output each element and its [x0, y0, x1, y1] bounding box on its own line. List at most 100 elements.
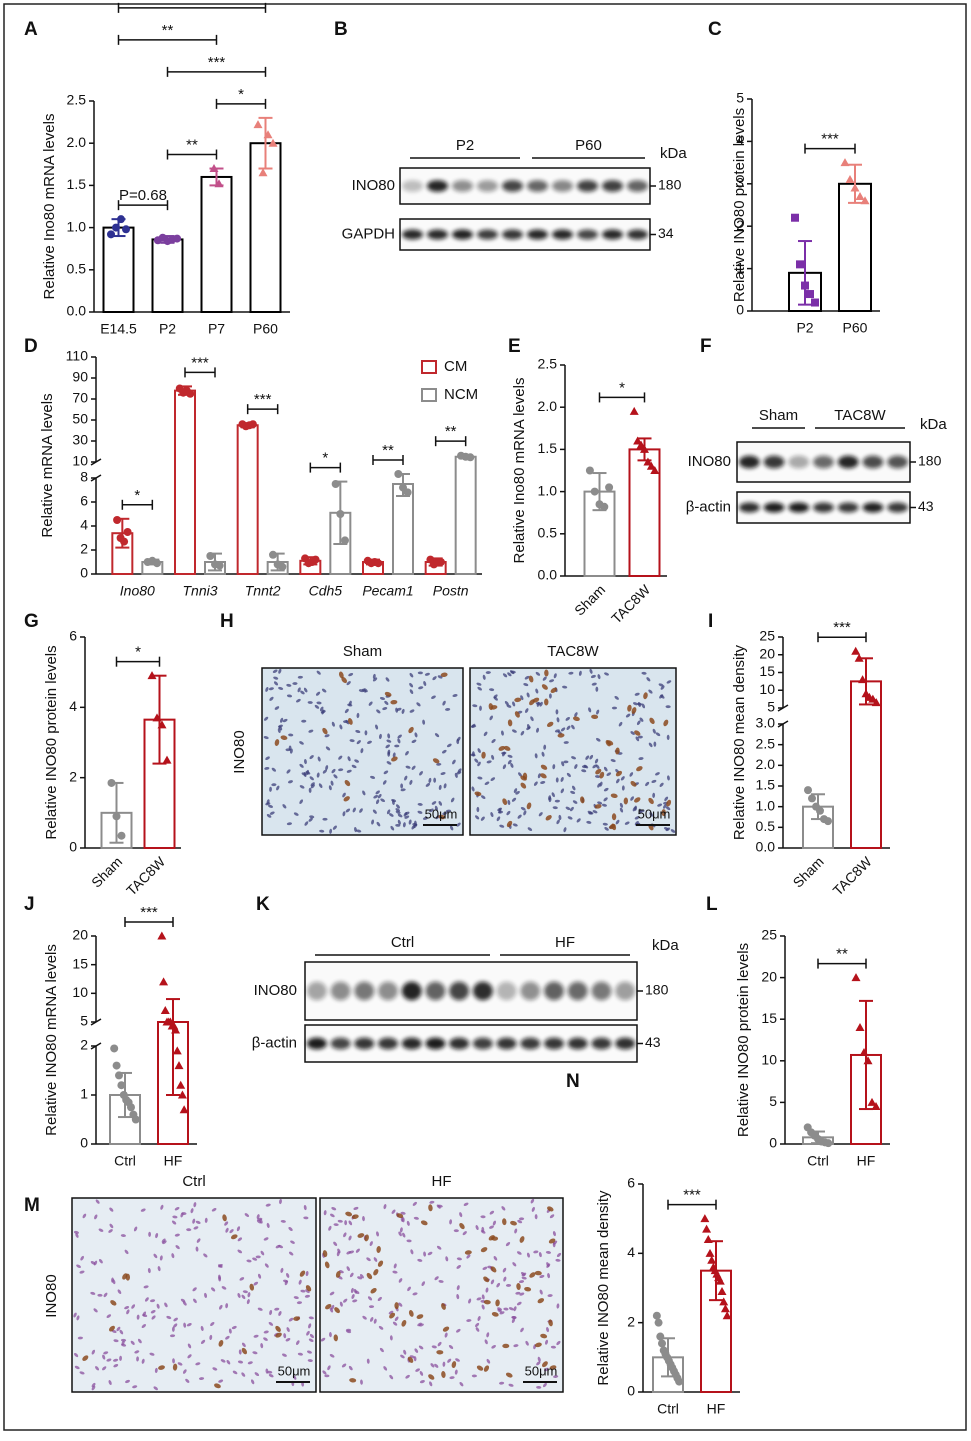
stained-nucleus	[218, 1339, 224, 1347]
nucleus	[210, 1287, 216, 1292]
nucleus	[332, 825, 337, 830]
nucleus	[354, 759, 360, 763]
y-axis-label: Relative INO80 mean density	[595, 1190, 612, 1386]
blot-band	[449, 981, 470, 1001]
nucleus	[515, 790, 520, 795]
blot-band	[738, 455, 760, 469]
y-tick-label: 15	[72, 955, 88, 971]
data-point	[177, 1090, 187, 1099]
nucleus	[355, 1248, 360, 1253]
nucleus	[198, 1377, 205, 1380]
nucleus	[351, 1294, 355, 1299]
nucleus	[375, 724, 379, 730]
bar	[174, 389, 196, 575]
nucleus	[364, 730, 368, 736]
nucleus	[260, 1250, 265, 1256]
data-point	[851, 973, 861, 982]
nucleus	[520, 1271, 526, 1276]
nucleus	[376, 821, 381, 827]
data-point	[658, 1339, 666, 1348]
data-point	[131, 1115, 140, 1124]
nucleus	[136, 1314, 140, 1320]
nucleus	[501, 1206, 506, 1211]
nucleus	[536, 701, 540, 707]
nucleus	[91, 1385, 96, 1391]
stained-nucleus	[516, 1282, 521, 1290]
marker-label: 34	[658, 225, 674, 241]
nucleus	[508, 1383, 514, 1387]
kda-label: kDa	[920, 416, 947, 433]
nucleus	[523, 683, 529, 687]
data-point	[840, 158, 850, 167]
y-tick-label: 1.0	[756, 797, 776, 813]
nucleus	[535, 688, 539, 694]
data-point	[806, 290, 814, 299]
nucleus	[510, 670, 516, 674]
nucleus	[79, 1371, 85, 1375]
nucleus	[378, 1325, 384, 1330]
nucleus	[328, 1225, 332, 1231]
nucleus	[285, 1338, 291, 1342]
x-tick-label: Postn	[433, 583, 469, 599]
panel-letter: G	[24, 611, 39, 632]
stained-nucleus	[520, 775, 527, 781]
nucleus	[212, 1367, 218, 1371]
nucleus	[321, 709, 325, 715]
nucleus	[441, 749, 447, 754]
nucleus	[246, 1299, 250, 1305]
nucleus	[225, 1303, 229, 1309]
nucleus	[157, 1266, 161, 1272]
nucleus	[515, 1291, 521, 1295]
y-tick-label: 110	[66, 348, 89, 364]
nucleus	[632, 806, 637, 812]
nucleus	[417, 1258, 423, 1262]
nucleus	[454, 772, 458, 778]
nucleus	[166, 1315, 172, 1320]
stained-nucleus	[230, 1234, 238, 1240]
nucleus	[419, 1370, 424, 1376]
nucleus	[429, 808, 434, 813]
data-point	[590, 487, 599, 496]
nucleus	[518, 1217, 525, 1221]
panel-letter: D	[24, 336, 38, 357]
nucleus	[499, 1381, 505, 1385]
bar	[392, 483, 414, 575]
nucleus	[126, 1309, 130, 1315]
stained-nucleus	[615, 747, 620, 755]
stained-nucleus	[396, 1213, 404, 1219]
nucleus	[536, 1385, 542, 1389]
nucleus	[218, 1276, 222, 1282]
stained-nucleus	[488, 703, 494, 711]
x-tick-label: Cdh5	[309, 583, 343, 599]
nucleus	[424, 672, 430, 676]
y-tick-label: 0	[69, 839, 77, 855]
panel-letter: L	[706, 894, 718, 915]
nucleus	[339, 1301, 343, 1307]
nucleus	[241, 1342, 246, 1348]
data-point	[115, 1071, 123, 1080]
nucleus	[563, 741, 569, 744]
nucleus	[93, 1308, 98, 1313]
group-label: P60	[575, 137, 602, 154]
y-tick-label: 10	[72, 453, 88, 469]
nucleus	[657, 803, 663, 807]
nucleus	[652, 792, 656, 798]
data-point	[720, 1304, 730, 1313]
nucleus	[193, 1202, 197, 1208]
nucleus	[274, 706, 280, 710]
nucleus	[535, 671, 541, 676]
marker-label: 43	[645, 1034, 661, 1050]
nucleus	[491, 738, 496, 744]
nucleus	[590, 674, 596, 679]
blot-band	[887, 502, 909, 513]
y-axis-label: Relative INO80 mean density	[731, 644, 748, 840]
nucleus	[412, 823, 418, 827]
nucleus	[511, 797, 517, 802]
nucleus	[292, 1375, 297, 1380]
panel-letter: E	[508, 336, 521, 357]
nucleus	[366, 1257, 371, 1262]
nucleus	[484, 781, 490, 786]
stained-nucleus	[351, 1214, 359, 1219]
data-point	[707, 1255, 717, 1264]
significance-label: ***	[821, 131, 839, 148]
